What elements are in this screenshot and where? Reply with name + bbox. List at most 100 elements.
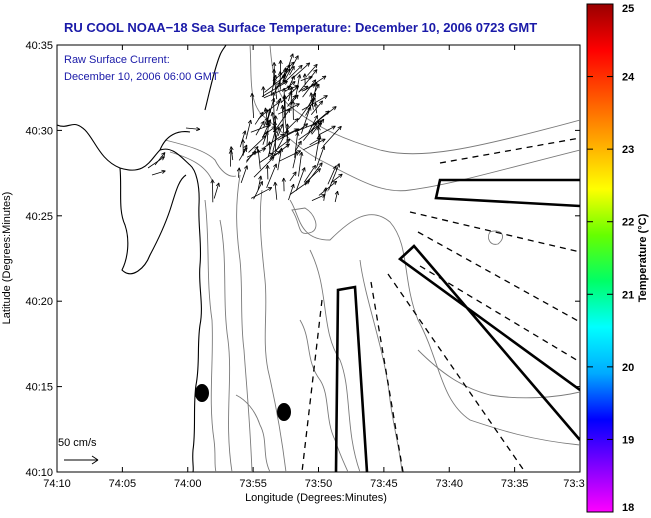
current-vector xyxy=(246,147,266,158)
bathymetry-contour xyxy=(291,207,317,234)
current-vector xyxy=(261,86,266,97)
scale-label: 50 cm/s xyxy=(58,437,97,449)
current-vector xyxy=(289,171,297,182)
current-vector xyxy=(264,74,287,93)
current-vector xyxy=(245,119,252,140)
colorbar-tick-label: 20 xyxy=(622,362,634,374)
bathymetry-contour xyxy=(259,189,287,472)
current-vector xyxy=(265,164,270,180)
colorbar-tick-label: 18 xyxy=(622,502,634,514)
current-vector xyxy=(288,183,295,201)
x-tick-label: 74:05 xyxy=(109,478,137,490)
x-axis: 74:10 74:05 74:00 73:55 73:50 73:45 73:40 73:35… xyxy=(43,45,585,490)
current-vector xyxy=(259,152,274,163)
current-vector xyxy=(328,163,340,191)
radial-guide-line xyxy=(387,273,526,472)
y-tick-label: 40:20 xyxy=(25,296,53,308)
current-vector xyxy=(303,164,316,183)
radial-guide-line xyxy=(409,211,580,253)
current-vector xyxy=(276,98,282,112)
current-vector xyxy=(295,167,306,191)
bathymetry-contour xyxy=(417,349,580,399)
current-vector xyxy=(294,132,300,158)
colorbar-tick-label: 22 xyxy=(622,217,634,229)
current-vector xyxy=(213,182,220,199)
current-vector xyxy=(304,162,323,186)
current-vector xyxy=(281,177,286,192)
current-vector xyxy=(270,150,281,158)
radial-guide-line xyxy=(301,299,323,472)
current-vector xyxy=(291,62,311,80)
current-vector xyxy=(250,93,255,119)
codar-beam xyxy=(397,244,580,441)
y-tick-label: 40:30 xyxy=(25,125,53,137)
current-vector xyxy=(307,63,318,76)
current-vector xyxy=(310,100,324,115)
colorbar-ticks: 25 24 23 22 21 20 19 18 xyxy=(587,3,635,514)
current-vector xyxy=(228,149,233,167)
current-vector xyxy=(266,163,277,188)
current-vector xyxy=(253,156,275,178)
colorbar-tick-label: 21 xyxy=(622,289,634,301)
current-vector xyxy=(151,169,166,176)
current-vector xyxy=(279,150,302,162)
current-vector xyxy=(310,110,330,127)
current-vector xyxy=(240,165,249,184)
radial-guide-line xyxy=(417,231,580,323)
current-vector xyxy=(267,128,277,158)
current-vector xyxy=(308,115,318,133)
current-vector xyxy=(294,140,302,152)
current-vector xyxy=(318,180,338,196)
y-axis-label: Latitude (Degrees:Minutes) xyxy=(1,192,13,325)
colorbar-tick-label: 23 xyxy=(622,144,634,156)
current-vector xyxy=(285,64,303,82)
x-tick-label: 73:50 xyxy=(305,478,333,490)
map-layer xyxy=(57,45,580,472)
current-vector xyxy=(304,168,321,184)
current-vector xyxy=(263,126,276,136)
current-vector xyxy=(298,151,304,177)
x-tick-label: 73:3 xyxy=(563,478,584,490)
current-vector xyxy=(330,173,343,184)
current-vector xyxy=(327,165,337,185)
station-marker xyxy=(277,403,291,421)
coastline xyxy=(57,123,202,472)
current-vector xyxy=(334,190,339,203)
current-vector xyxy=(289,94,299,105)
coastline xyxy=(119,167,187,275)
y-tick-label: 40:15 xyxy=(25,382,53,394)
current-vector xyxy=(263,133,285,149)
map-title: RU COOL NOAA−18 Sea Surface Temperature:… xyxy=(64,20,537,35)
x-tick-label: 73:40 xyxy=(435,478,463,490)
current-vector xyxy=(229,146,234,161)
current-vector xyxy=(210,179,215,203)
codar-beam xyxy=(334,285,369,472)
current-vector-field xyxy=(147,53,343,203)
station-marker xyxy=(195,384,209,402)
radial-guide-line xyxy=(419,265,580,363)
x-tick-label: 73:55 xyxy=(239,478,267,490)
current-vector xyxy=(277,147,284,171)
y-axis: 40:35 40:30 40:25 40:20 40:15 40:10 xyxy=(25,40,580,479)
y-tick-label: 40:35 xyxy=(25,40,53,52)
x-axis-label: Longitude (Degrees:Minutes) xyxy=(245,492,387,504)
colorbar-tick-label: 25 xyxy=(622,3,634,15)
codar-beam xyxy=(434,178,580,208)
bathymetry-contour xyxy=(269,45,580,155)
bathymetry-contour xyxy=(289,199,580,446)
current-vector xyxy=(277,123,284,137)
current-vector xyxy=(323,125,342,147)
current-vector xyxy=(318,125,336,135)
bathymetry-contour xyxy=(249,45,580,192)
bathymetry-contour xyxy=(164,139,237,177)
bathymetry-contour xyxy=(299,319,349,472)
current-vector xyxy=(311,118,325,135)
current-vector xyxy=(275,79,287,88)
current-vector xyxy=(277,103,300,115)
bathymetry-contour xyxy=(219,219,233,472)
current-vector xyxy=(303,138,326,151)
current-label: Raw Surface Current: xyxy=(64,54,170,66)
current-vector xyxy=(185,126,201,132)
current-vector xyxy=(250,187,273,199)
